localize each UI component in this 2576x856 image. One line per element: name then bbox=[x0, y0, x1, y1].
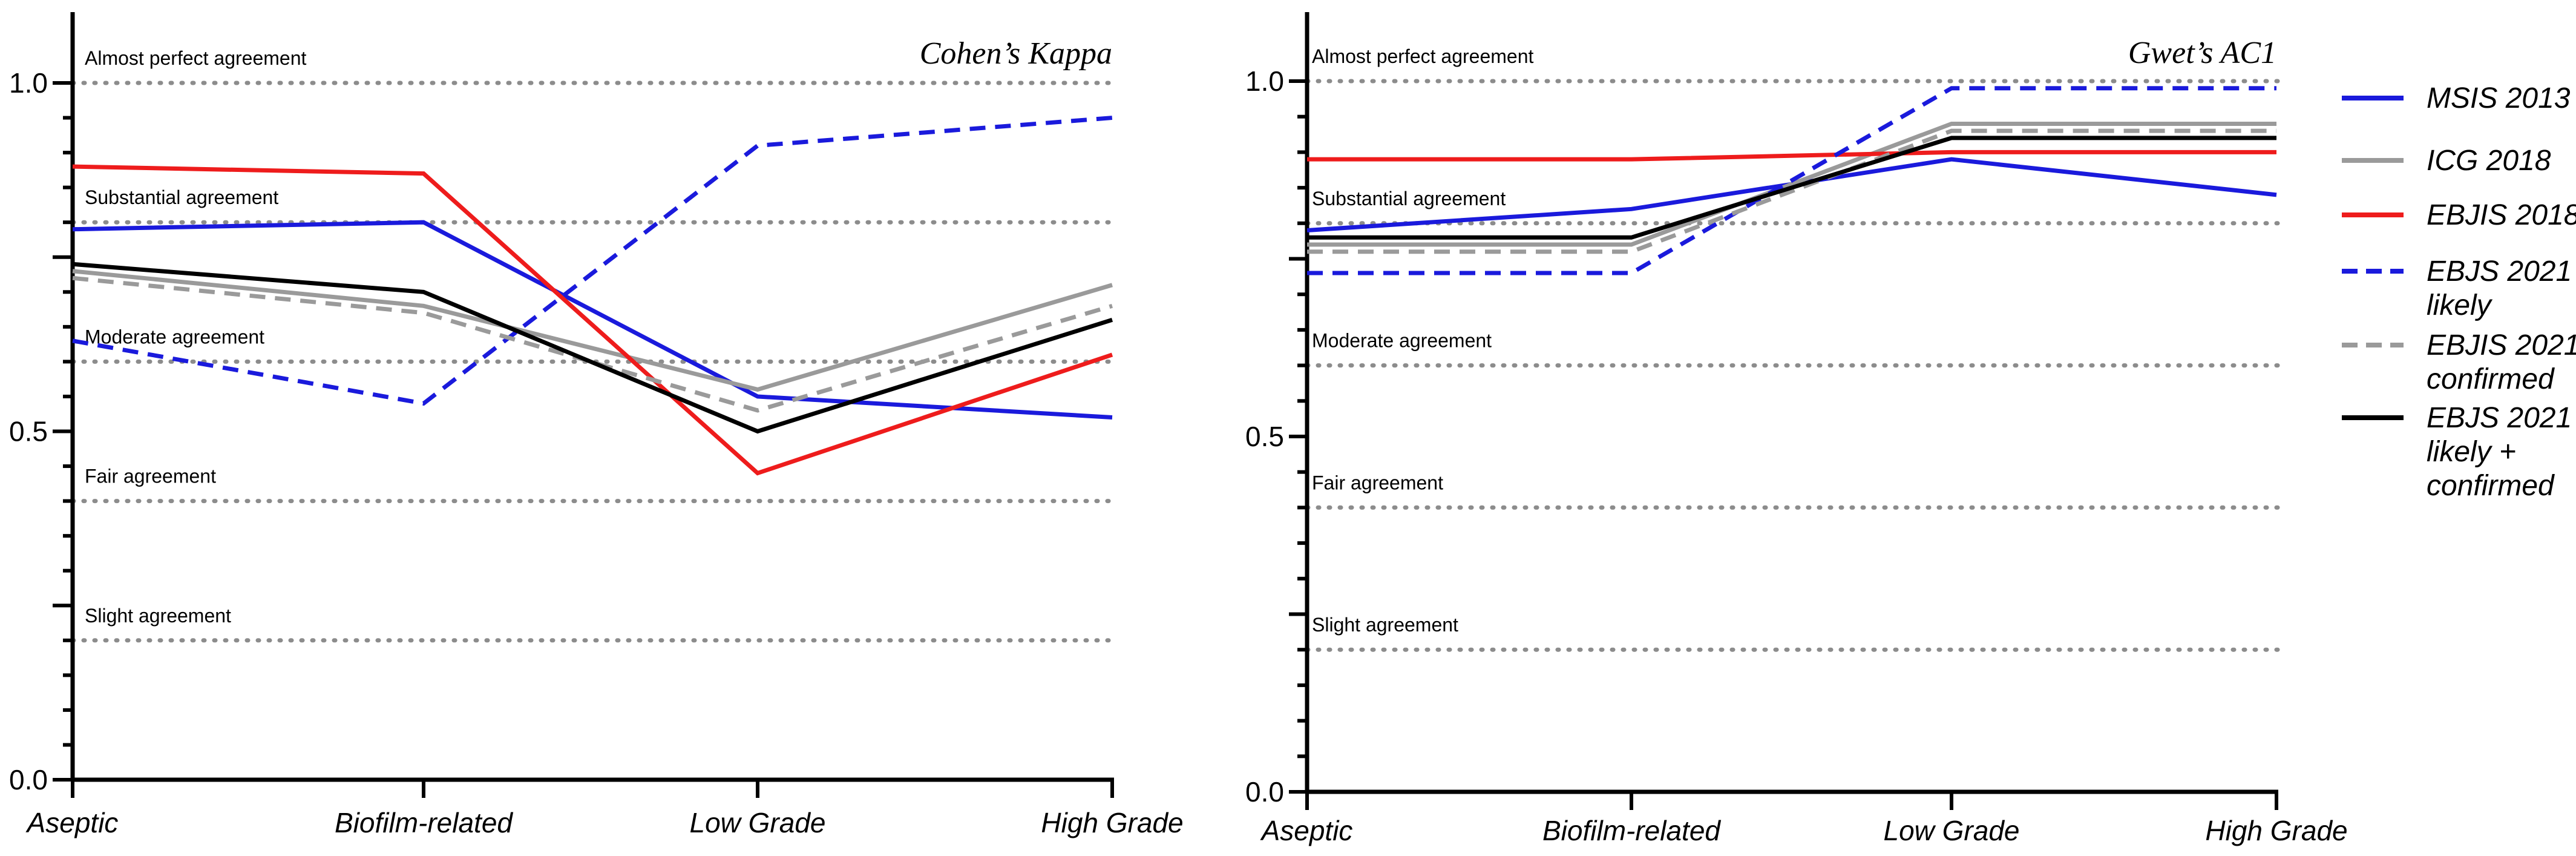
series-line-ebjs-2021-likely bbox=[72, 116, 1113, 406]
y-tick-label: 1.0 bbox=[1245, 65, 1284, 97]
cohens-kappa-panel: Almost perfect agreement Substantial agre… bbox=[9, 12, 1184, 838]
chart-title: Gwet’s AC1 bbox=[2128, 36, 2276, 70]
legend-label-msis-2013: MSIS 2013 bbox=[2427, 82, 2571, 114]
series-line-ebjs-2021-likely bbox=[1307, 86, 2276, 275]
series-line-ebjis-2021-confirmed bbox=[1307, 128, 2276, 254]
x-tick-label-aseptic: Aseptic bbox=[1260, 815, 1353, 846]
series-line-icg-2018 bbox=[1307, 121, 2276, 247]
legend-label-icg-2018: ICG 2018 bbox=[2427, 145, 2551, 177]
reference-label-slight-agreement: Slight agreement bbox=[1312, 614, 1458, 636]
reference-label-moderate-agreement: Moderate agreement bbox=[85, 326, 264, 347]
legend-label-ebjis-2018: EBJIS 2018 bbox=[2427, 199, 2576, 231]
legend-label-line: confirmed bbox=[2427, 363, 2555, 395]
y-tick-label: 0.0 bbox=[1245, 776, 1284, 808]
gwets-ac1-panel: Almost perfect agreement Substantial agre… bbox=[1245, 12, 2348, 846]
x-tick-label-biofilm-related: Biofilm-related bbox=[1542, 815, 1721, 846]
x-tick-label-high-grade: High Grade bbox=[2205, 815, 2347, 846]
legend-label-line: likely bbox=[2427, 289, 2493, 321]
legend-label-line: MSIS 2013 bbox=[2427, 82, 2571, 114]
legend-label-line: ICG 2018 bbox=[2427, 145, 2551, 177]
reference-label-moderate-agreement: Moderate agreement bbox=[1312, 330, 1492, 352]
y-tick-label: 1.0 bbox=[9, 67, 48, 99]
reference-label-fair-agreement: Fair agreement bbox=[1312, 472, 1443, 493]
x-tick-label-low-grade: Low Grade bbox=[689, 807, 825, 838]
legend-label-line: EBJS 2021 bbox=[2427, 402, 2572, 434]
legend-label-ebjis-2021-confirmed: EBJIS 2021 confirmed bbox=[2427, 329, 2576, 395]
legend-label-line: EBJIS 2018 bbox=[2427, 199, 2576, 231]
chart-title: Cohen’s Kappa bbox=[920, 36, 1112, 71]
y-tick-label: 0.5 bbox=[9, 416, 48, 447]
series-line-icg-2018 bbox=[72, 269, 1113, 392]
legend-label-ebjs-2021-likely-confirmed: EBJS 2021 likely + confirmed bbox=[2427, 402, 2572, 502]
legend-label-line: confirmed bbox=[2427, 470, 2555, 502]
legend-label-line: likely + bbox=[2427, 436, 2516, 468]
x-tick-label-biofilm-related: Biofilm-related bbox=[335, 807, 513, 838]
y-tick-label: 0.5 bbox=[1245, 421, 1284, 452]
reference-label-substantial-agreement: Substantial agreement bbox=[85, 186, 278, 208]
reference-label-slight-agreement: Slight agreement bbox=[85, 605, 231, 627]
y-tick-label: 0.0 bbox=[9, 764, 48, 795]
reference-label-fair-agreement: Fair agreement bbox=[85, 466, 216, 487]
x-tick-label-aseptic: Aseptic bbox=[25, 807, 119, 838]
x-tick-label-low-grade: Low Grade bbox=[1883, 815, 2019, 846]
series-line-ebjs-2021-likely-confirmed bbox=[72, 262, 1113, 434]
series-line-ebjs-2021-likely-confirmed bbox=[1307, 136, 2276, 240]
reference-label-almost-perfect-agreement: Almost perfect agreement bbox=[85, 47, 307, 69]
legend-label-ebjs-2021-likely: EBJS 2021 likely bbox=[2427, 255, 2572, 321]
reference-label-substantial-agreement: Substantial agreement bbox=[1312, 188, 1506, 209]
series-line-ebjis-2018 bbox=[72, 164, 1113, 476]
legend-label-line: EBJS 2021 bbox=[2427, 255, 2572, 288]
reference-label-almost-perfect-agreement: Almost perfect agreement bbox=[1312, 45, 1534, 67]
legend-label-line: EBJIS 2021 bbox=[2427, 329, 2576, 361]
series-line-ebjis-2018 bbox=[1307, 150, 2276, 162]
series-line-msis-2013 bbox=[72, 220, 1113, 420]
x-tick-label-high-grade: High Grade bbox=[1041, 807, 1183, 838]
